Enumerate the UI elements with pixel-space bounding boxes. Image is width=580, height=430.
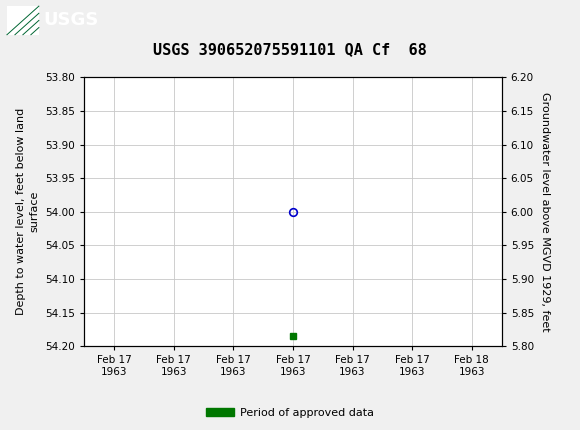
- Text: USGS: USGS: [44, 11, 99, 29]
- Bar: [7, 6, 39, 35]
- Y-axis label: Depth to water level, feet below land
surface: Depth to water level, feet below land su…: [16, 108, 39, 315]
- Text: USGS 390652075591101 QA Cf  68: USGS 390652075591101 QA Cf 68: [153, 42, 427, 57]
- Y-axis label: Groundwater level above MGVD 1929, feet: Groundwater level above MGVD 1929, feet: [539, 92, 549, 332]
- Legend: Period of approved data: Period of approved data: [201, 403, 379, 422]
